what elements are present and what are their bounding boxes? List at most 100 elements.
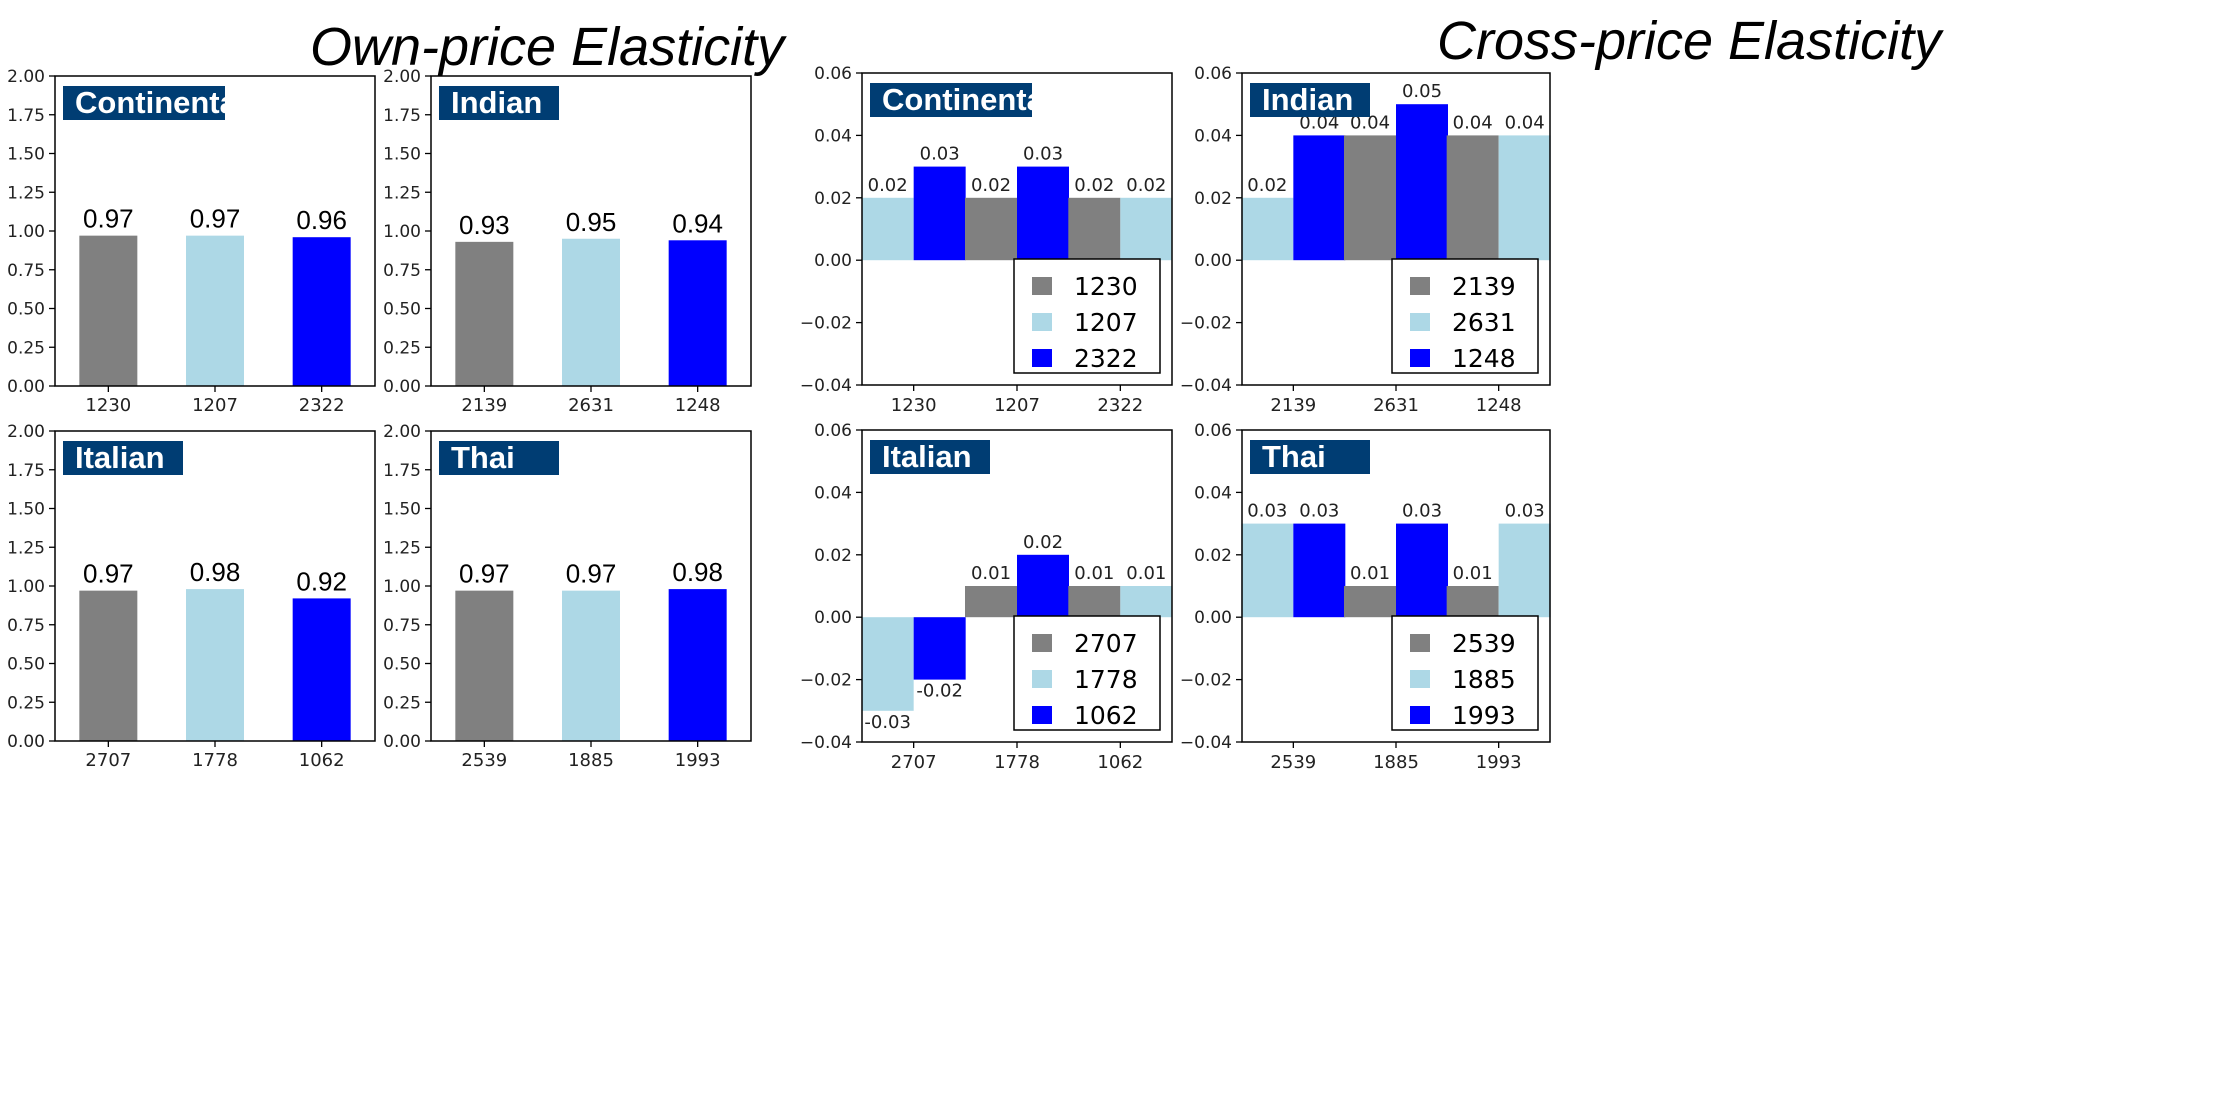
y-tick-label: 0.02 [1194, 546, 1232, 566]
data-label: 0.04 [1453, 112, 1493, 133]
plot-frame [1241, 72, 1551, 386]
cuisine-badge [439, 86, 559, 120]
y-tick-label: 0.25 [383, 338, 421, 358]
y-tick-label: 0.75 [383, 616, 421, 636]
bar [1344, 135, 1396, 261]
y-tick-label: 0.25 [7, 693, 45, 713]
y-tick-label: 0.02 [1194, 189, 1232, 209]
bar [292, 598, 351, 741]
y-tick-label: 0.06 [1194, 421, 1232, 441]
bar [1293, 135, 1346, 261]
data-label: 0.02 [1247, 175, 1287, 196]
y-tick-label: 0.50 [383, 300, 421, 320]
cross-price-panel-thai: −0.04 −0.02 0.00 0.02 0.04 0.06 0.03 0.03 2539 0.… [1180, 421, 1551, 773]
data-label: 0.01 [1126, 563, 1166, 584]
data-label: 0.04 [1350, 112, 1390, 133]
bar [562, 590, 620, 741]
cuisine-badge-label: Continental [75, 85, 246, 120]
data-label: -0.02 [916, 681, 963, 702]
bar [913, 166, 966, 261]
data-label: 0.04 [1299, 112, 1339, 133]
y-tick-label: 0.00 [814, 251, 852, 271]
x-tick-label: 1248 [1476, 395, 1522, 416]
x-tick-label: 2322 [299, 395, 345, 416]
bar [186, 589, 244, 741]
data-label: 0.98 [672, 557, 723, 587]
y-tick-label: −0.02 [800, 314, 852, 334]
data-label: 0.02 [1023, 532, 1063, 553]
bar [455, 241, 514, 386]
cuisine-badge-label: Italian [882, 439, 972, 474]
data-label: 0.01 [971, 563, 1011, 584]
x-tick-label: 1230 [891, 395, 937, 416]
y-tick-label: 1.50 [383, 500, 421, 520]
y-tick-label: −0.04 [800, 733, 852, 753]
legend-label: 1248 [1452, 344, 1516, 373]
cuisine-badge-label: Thai [1262, 439, 1326, 474]
legend-swatch [1410, 277, 1430, 295]
x-tick-label: 2322 [1097, 395, 1143, 416]
bar [668, 240, 727, 386]
legend: 2707 1778 1062 [1013, 615, 1161, 731]
data-label: 0.02 [868, 175, 908, 196]
y-tick-label: −0.04 [1180, 376, 1232, 396]
bar [1446, 135, 1499, 261]
legend-label: 1062 [1074, 701, 1138, 730]
y-tick-label: 1.25 [383, 183, 421, 203]
bar [913, 617, 966, 680]
x-tick-label: 1230 [85, 395, 131, 416]
data-label: 0.94 [672, 208, 723, 238]
y-tick-label: 0.06 [814, 64, 852, 84]
legend-label: 1993 [1452, 701, 1516, 730]
cuisine-badge-label: Continental [882, 82, 1053, 117]
legend-label: 1230 [1074, 272, 1138, 301]
y-tick-label: 1.50 [7, 145, 45, 165]
legend-swatch [1032, 349, 1052, 367]
y-tick-label: 1.00 [383, 222, 421, 242]
data-label: 0.04 [1505, 112, 1545, 133]
y-tick-label: 0.50 [7, 655, 45, 675]
cuisine-badge-label: Indian [1262, 82, 1353, 117]
y-tick-label: 0.00 [383, 732, 421, 752]
bar [455, 590, 514, 741]
legend-swatch [1032, 277, 1052, 295]
legend-label: 1778 [1074, 665, 1138, 694]
data-label: 0.02 [971, 175, 1011, 196]
bar [1120, 586, 1173, 618]
legend-label: 2139 [1452, 272, 1516, 301]
plot-frame [861, 429, 1173, 743]
x-tick-label: 1062 [1097, 752, 1143, 773]
data-label: 0.93 [459, 210, 510, 240]
y-tick-label: −0.02 [1180, 671, 1232, 691]
data-label: 0.01 [1350, 563, 1390, 584]
bar [292, 237, 351, 386]
y-tick-label: −0.04 [800, 376, 852, 396]
x-tick-label: 1248 [675, 395, 721, 416]
bar [1068, 197, 1121, 261]
x-tick-label: 2707 [85, 750, 131, 771]
bar [1120, 197, 1173, 261]
y-tick-label: 2.00 [7, 422, 45, 442]
y-tick-label: 0.75 [7, 616, 45, 636]
data-label: 0.92 [296, 566, 347, 596]
legend-swatch [1410, 313, 1430, 331]
cuisine-badge [1250, 83, 1370, 117]
legend-swatch [1410, 634, 1430, 652]
plot-frame [54, 75, 376, 387]
y-tick-label: 1.50 [7, 500, 45, 520]
data-label: 0.02 [1126, 175, 1166, 196]
y-tick-label: 0.00 [1194, 608, 1232, 628]
x-tick-label: 2707 [891, 752, 937, 773]
x-tick-label: 1885 [1373, 752, 1419, 773]
own-price-panel-indian: 0.00 0.25 0.50 0.75 1.00 1.25 1.50 1.75 2.00 0.93… [383, 67, 752, 416]
cross-price-panel-continental: −0.04 −0.02 0.00 0.02 0.04 0.06 0.02 0.03 1230 0.… [800, 64, 1173, 416]
data-label: 0.01 [1453, 563, 1493, 584]
x-tick-label: 1207 [994, 395, 1040, 416]
plot-frame [430, 75, 752, 387]
legend-label: 2322 [1074, 344, 1138, 373]
legend-swatch [1032, 706, 1052, 724]
bar [79, 235, 138, 386]
y-tick-label: 0.06 [1194, 64, 1232, 84]
y-tick-label: 2.00 [7, 67, 45, 87]
x-tick-label: 1993 [1476, 752, 1522, 773]
